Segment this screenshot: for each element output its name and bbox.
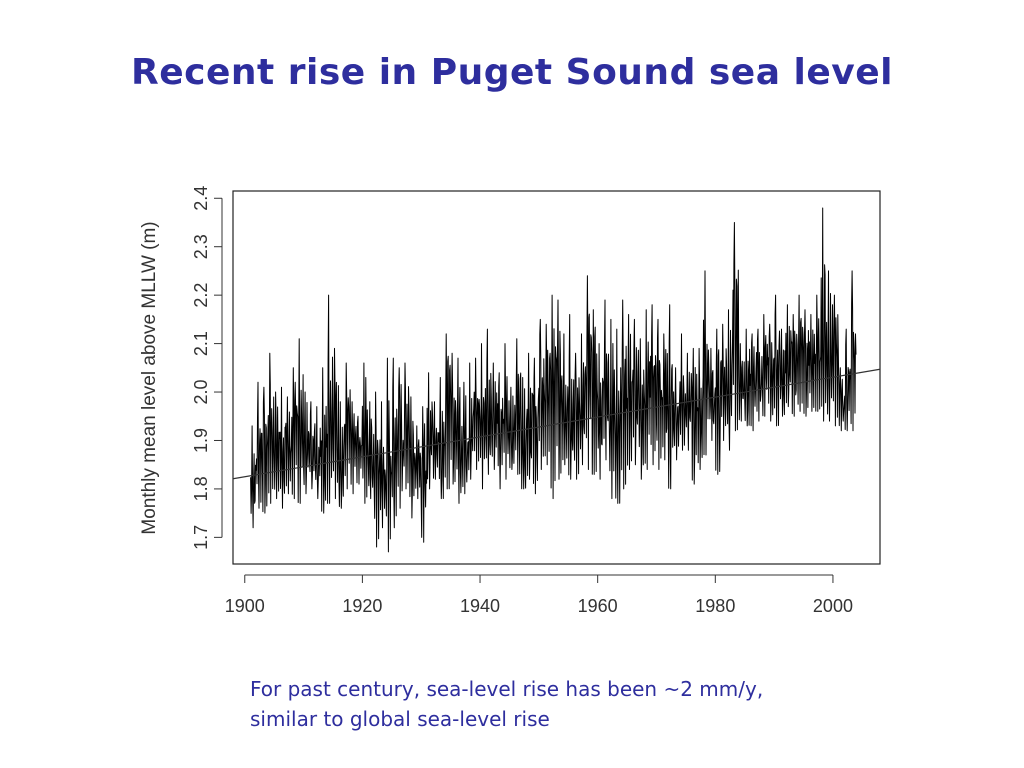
y-tick-label: 1.7 bbox=[191, 525, 211, 550]
x-tick-label: 1980 bbox=[695, 596, 735, 616]
x-tick-label: 2000 bbox=[813, 596, 853, 616]
y-tick-label: 2.2 bbox=[191, 283, 211, 308]
y-axis-title: Monthly mean level above MLLW (m) bbox=[139, 221, 160, 534]
y-tick-label: 1.9 bbox=[191, 428, 211, 453]
caption-line-1: For past century, sea-level rise has bee… bbox=[250, 677, 764, 701]
trend-line bbox=[232, 368, 881, 480]
y-tick-label: 2.0 bbox=[191, 380, 211, 405]
caption-line-2: similar to global sea-level rise bbox=[250, 707, 550, 731]
y-tick-label: 2.3 bbox=[191, 234, 211, 259]
caption: For past century, sea-level rise has bee… bbox=[250, 674, 950, 734]
x-tick-label: 1960 bbox=[578, 596, 618, 616]
y-tick-label: 1.8 bbox=[191, 476, 211, 501]
x-tick-label: 1900 bbox=[225, 596, 265, 616]
x-tick-label: 1920 bbox=[342, 596, 382, 616]
monthly-level-series bbox=[250, 207, 857, 553]
y-axis: 1.7 1.8 1.9 2.0 2.1 2.2 2.3 2.4 bbox=[191, 186, 223, 550]
plot-frame bbox=[232, 190, 881, 565]
y-tick-label: 2.1 bbox=[191, 331, 211, 356]
y-tick-label: 2.4 bbox=[191, 186, 211, 211]
x-axis: 1900 1920 1940 1960 1980 2000 bbox=[225, 574, 853, 616]
x-tick-label: 1940 bbox=[460, 596, 500, 616]
slide-title: Recent rise in Puget Sound sea level bbox=[130, 52, 894, 93]
